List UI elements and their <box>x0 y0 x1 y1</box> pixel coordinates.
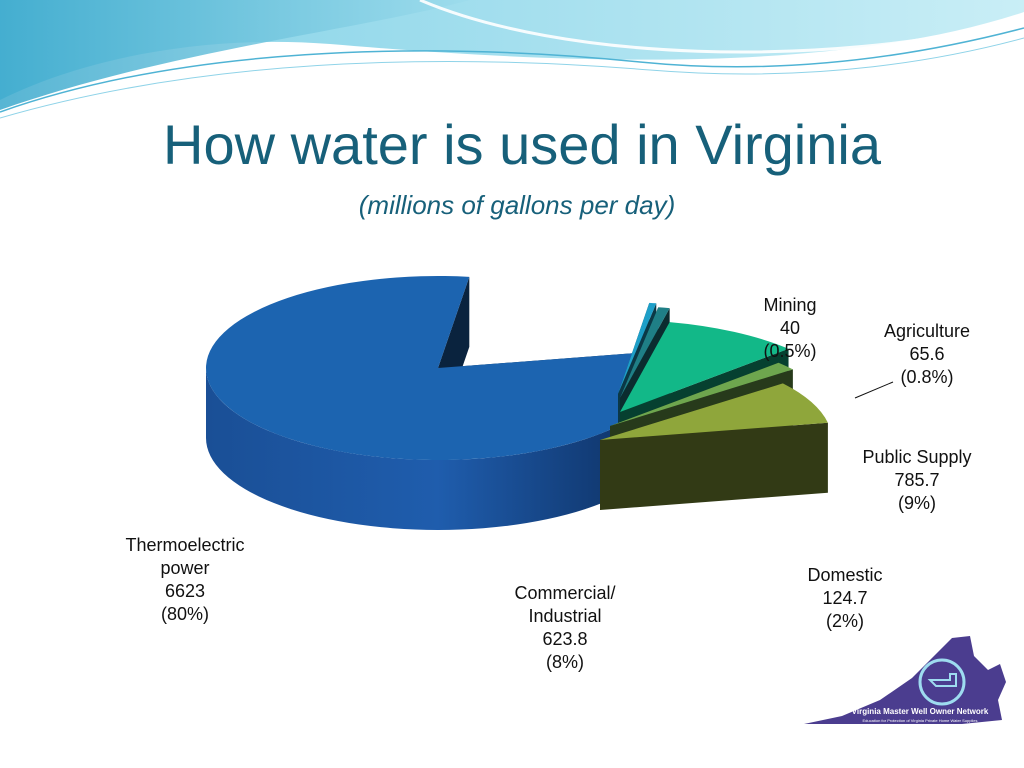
label-public-supply: Public Supply 785.7 (9%) <box>862 447 972 513</box>
pie-slice-commercial-industrial <box>600 383 828 510</box>
logo-name: Virginia Master Well Owner Network <box>852 707 989 716</box>
label-commercial-industrial: Commercial/ Industrial 623.8 (8%) <box>514 583 616 672</box>
label-thermoelectric: Thermoelectric power 6623 (80%) <box>125 535 245 624</box>
header-wave-decoration <box>0 0 1024 119</box>
agriculture-leader-line <box>854 381 894 399</box>
vmwon-logo: Virginia Master Well Owner Network Educa… <box>804 636 1006 724</box>
pie-slice-thermoelectric-power <box>205 275 670 530</box>
pie-top-mining <box>618 302 657 394</box>
label-agriculture: Agriculture 65.6 (0.8%) <box>883 321 971 387</box>
logo-tagline: Education for Protection of Virginia Pri… <box>863 718 978 723</box>
page-title: How water is used in Virginia <box>163 113 881 176</box>
pie-cut-wall-commercial-industrial-1 <box>600 422 828 510</box>
label-mining: Mining 40 (0.5%) <box>763 295 817 361</box>
well-faucet-icon <box>918 658 966 706</box>
page-subtitle: (millions of gallons per day) <box>358 190 676 220</box>
pie-top-agriculture <box>620 307 670 398</box>
pie-top-domestic <box>610 362 793 426</box>
pie-top-public-supply <box>620 322 789 412</box>
label-domestic: Domestic 124.7 (2%) <box>807 565 883 631</box>
pie-top-commercial-industrial <box>600 383 828 440</box>
pie-side-thermoelectric-power <box>206 368 670 530</box>
pie-top-thermoelectric-power <box>205 275 670 461</box>
